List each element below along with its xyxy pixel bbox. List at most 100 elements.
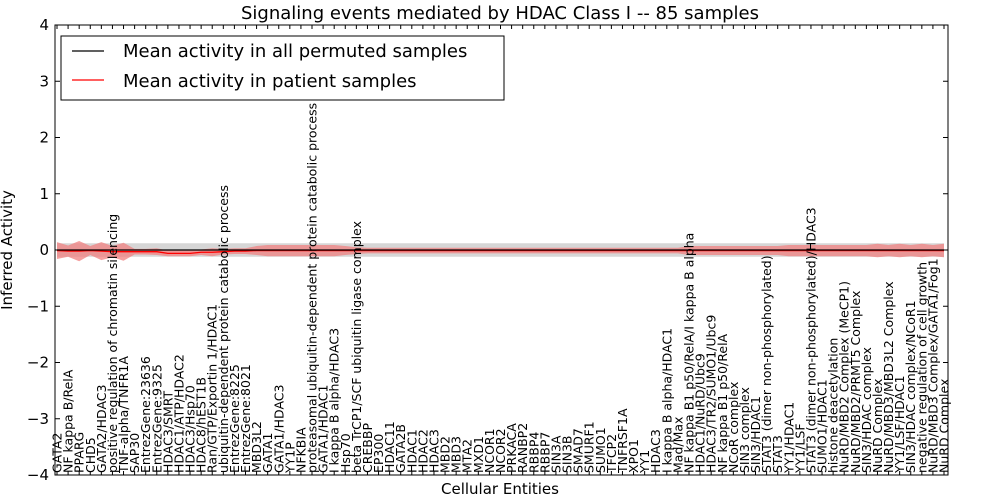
x-category-label: YY1/HDAC1: [781, 402, 796, 474]
legend-label-patient: Mean activity in patient samples: [123, 71, 417, 92]
x-category-label: HDAC3: [426, 429, 441, 473]
y-tick-label: 4: [39, 16, 49, 34]
x-category-label: HDAC1: [404, 429, 419, 473]
x-category-label: HDAC3/Hsp70: [183, 385, 198, 473]
x-category-label: Mad/Max: [670, 417, 685, 473]
x-category-label: PRKACA: [504, 423, 519, 473]
x-category-label: GATA1/HDAC3: [271, 385, 286, 473]
y-tick-label: −3: [27, 410, 49, 428]
series-lines: [56, 249, 944, 255]
x-category-label: GATA1: [260, 433, 275, 473]
x-category-label: STAT3 (dimer non-phosphorylated)/HDAC3: [803, 207, 818, 473]
x-category-label: NFKBIA: [293, 427, 308, 473]
x-category-label: SIN3A: [548, 435, 563, 473]
legend-label-permuted: Mean activity in all permuted samples: [123, 41, 467, 62]
x-category-label: TFCP2: [604, 434, 619, 474]
x-category-label: HDAC1/NuRD/Ubc9: [693, 353, 708, 473]
x-category-label: Hsp70: [338, 433, 353, 473]
x-category-label: STAT3 (dimer non-phosphorylated): [759, 255, 774, 473]
legend: Mean activity in all permuted samples Me…: [60, 35, 505, 101]
chart-title: Signaling events mediated by HDAC Class …: [241, 3, 759, 24]
x-category-label: ubiquitin-dependent protein catabolic pr…: [216, 185, 231, 473]
x-category-label: GATA1/HDAC1: [316, 385, 331, 473]
x-category-label: NuRD Complex: [870, 379, 885, 473]
x-category-label: SIN3/HDAC complex/NCoR1: [903, 300, 918, 473]
x-category-label: HDAC3/SMRT: [160, 390, 175, 473]
x-axis-label: Cellular Entities: [441, 480, 559, 498]
x-category-label: NCOR1: [482, 428, 497, 473]
x-category-label: YY1: [637, 450, 652, 474]
x-category-label: I kappa B alpha/HDAC3: [327, 328, 342, 473]
x-category-label: NF kappa B1 p50/RelA/I kappa B alpha: [681, 233, 696, 473]
x-category-label: HDAC11: [382, 421, 397, 473]
x-category-label: YY1/LSF/HDAC1: [892, 375, 907, 474]
x-category-label: SUMO1: [593, 427, 608, 473]
x-category-label: SUMO1/HDAC1: [815, 379, 830, 473]
x-category-label: RANBP2: [515, 423, 530, 473]
x-category-label: NuRD/MBD3/MBD3L2 Complex: [881, 281, 896, 473]
x-category-label: YY1P: [282, 442, 297, 474]
x-category-label: HDAC1/ATP/HDAC2: [171, 354, 186, 473]
y-axis-label: Inferred Activity: [0, 190, 16, 310]
x-category-label: proteasomal ubiquitin-dependent protein …: [305, 103, 320, 473]
x-category-label: NuRD/MBD2/PRMT5 Complex: [848, 291, 863, 473]
x-category-label: MBD2: [438, 436, 453, 473]
x-category-label: NF kappa B/RelA: [61, 369, 76, 473]
x-category-label: NCOR2: [493, 428, 508, 473]
y-tick-label: 2: [39, 129, 49, 147]
x-category-label: SMURF1: [582, 421, 597, 473]
x-category-label: negative regulation of cell growth: [914, 262, 929, 473]
x-category-label: MXD1: [471, 436, 486, 473]
x-category-label: STAT3: [770, 435, 785, 473]
x-category-label: MBD3: [449, 436, 464, 473]
x-category-label: SIN3/HDAC complex: [859, 347, 874, 473]
x-category-label: GATA2B: [393, 424, 408, 473]
x-category-label: MBD3L2: [249, 421, 264, 473]
x-category-label: EntrezGene:9325: [149, 364, 164, 473]
legend-box: [60, 35, 505, 101]
y-tick-label: 0: [39, 241, 49, 259]
x-category-label: GATA2/HDAC3: [94, 385, 109, 473]
x-category-label: CHD5: [83, 437, 98, 473]
x-category-label: NuRD Complex: [937, 379, 952, 473]
x-category-label: EntrezGene:23636: [138, 356, 153, 473]
x-category-label: TNF-alpha/TNFR1A: [116, 356, 131, 474]
x-category-label: MTA2: [460, 439, 475, 473]
x-category-label: SIN3B: [560, 436, 575, 474]
x-category-label: PPARG: [72, 432, 87, 473]
x-category-label: EP300: [371, 434, 386, 473]
x-category-label: XPO1: [626, 439, 641, 473]
x-category-label: NCoR complex: [726, 382, 741, 473]
x-category-label: positive regulation of chromatin silenci…: [105, 214, 120, 473]
x-category-label: NF kappa B1 p50/RelA: [715, 333, 730, 473]
x-category-label: SAP30: [127, 433, 142, 473]
y-tick-label: −2: [27, 354, 49, 372]
x-category-label: GATA2: [50, 433, 65, 473]
x-category-label: HDAC3/TR2/SUMO1/Ubc9: [704, 315, 719, 473]
x-category-label: RBBP4: [526, 432, 541, 473]
y-axis-ticks: 4 3 2 1 0 −1 −2 −3 −4: [27, 16, 948, 484]
x-category-label: RBBP7: [537, 432, 552, 473]
x-category-label: TNFRSF1A: [615, 408, 630, 474]
x-category-label: HDAC2: [415, 429, 430, 473]
x-category-label: HDAC3: [648, 429, 663, 473]
y-tick-label: 1: [39, 185, 49, 203]
x-category-label: EntrezGene:8021: [238, 364, 253, 473]
x-category-label: SMAD7: [571, 428, 586, 473]
x-category-label: CREBBP: [360, 423, 375, 473]
x-category-label: EntrezGene:8225: [227, 364, 242, 473]
x-category-label: NuRD/MBD2 Complex (MeCP1): [837, 281, 852, 473]
y-tick-label: −1: [27, 297, 49, 315]
x-category-label: YY1/LSF: [792, 423, 807, 474]
y-tick-label: −4: [27, 466, 49, 484]
x-category-label: I kappa B alpha/HDAC1: [659, 328, 674, 473]
x-category-label: SIN3/HDAC1: [748, 396, 763, 473]
x-category-label: HDAC8/hEST1B: [194, 377, 209, 473]
x-category-label: beta TrCP1/SCF ubiquitin ligase complex: [349, 221, 364, 473]
x-category-label: SIN3 complex: [737, 387, 752, 473]
y-tick-label: 3: [39, 72, 49, 90]
x-category-label: NuRD/MBD3 Complex/GATA1/Fog1: [925, 258, 940, 473]
